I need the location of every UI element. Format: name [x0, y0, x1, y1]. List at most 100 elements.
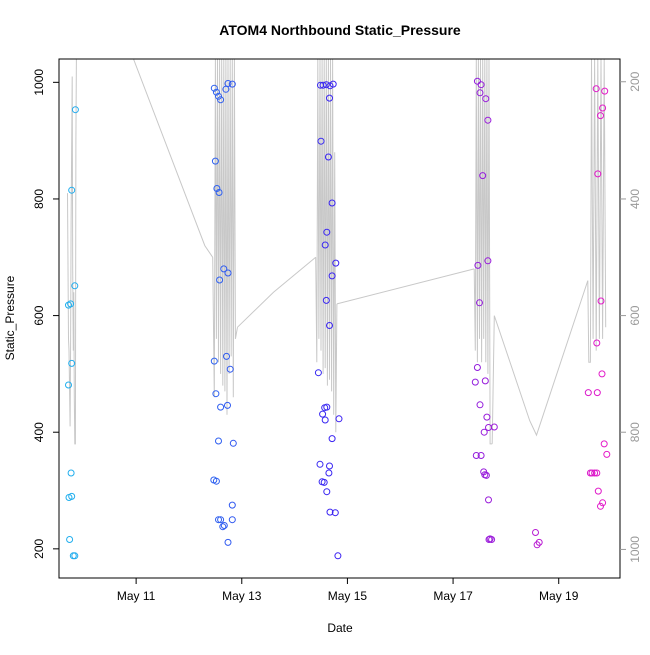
data-point — [319, 410, 327, 418]
data-point — [593, 389, 601, 397]
data-point — [66, 536, 74, 543]
data-point — [603, 450, 611, 458]
y-tick-label: 400 — [32, 422, 46, 442]
x-tick-label: May 17 — [433, 589, 473, 603]
data-point — [228, 80, 236, 88]
data-point — [472, 452, 480, 459]
data-point — [228, 501, 236, 509]
data-point — [593, 339, 601, 347]
data-point — [224, 80, 232, 87]
x-tick-label: May 13 — [222, 589, 262, 603]
data-point — [482, 95, 490, 103]
data-point — [332, 259, 340, 267]
data-point — [480, 428, 488, 436]
data-point — [71, 552, 79, 560]
data-point — [484, 116, 492, 124]
data-point — [212, 88, 220, 96]
data-point — [321, 416, 329, 424]
data-point — [322, 81, 330, 89]
trace-line-1 — [78, 59, 214, 258]
trace-line-0 — [67, 59, 77, 445]
data-point — [216, 276, 224, 284]
data-point — [314, 369, 322, 377]
y-axis: 200 400 600 800 1000 — [32, 69, 59, 559]
data-point — [485, 536, 493, 543]
data-point — [476, 89, 484, 97]
data-point — [322, 296, 330, 304]
data-point — [335, 415, 343, 423]
data-point — [215, 437, 222, 445]
data-point — [485, 496, 492, 504]
data-point — [326, 322, 333, 329]
data-point — [323, 228, 331, 236]
trace-line-7 — [491, 280, 589, 444]
data-point — [321, 404, 329, 412]
data-point — [65, 301, 72, 309]
data-point — [215, 92, 222, 100]
right-tick-label: 1000 — [628, 536, 642, 563]
data-point — [597, 502, 604, 510]
data-point — [65, 381, 72, 389]
data-point — [212, 390, 220, 398]
data-point — [228, 516, 236, 524]
x-tick-label: May 11 — [117, 589, 156, 603]
data-point — [594, 487, 602, 495]
data-point — [588, 469, 596, 477]
y-tick-label: 1000 — [32, 69, 46, 96]
data-point — [482, 471, 490, 479]
data-point — [211, 157, 219, 165]
data-point — [326, 94, 333, 102]
data-point — [488, 536, 496, 543]
data-point — [479, 172, 487, 180]
data-point — [68, 359, 76, 367]
data-point — [223, 352, 230, 360]
data-point — [331, 509, 339, 517]
data-point — [592, 85, 600, 93]
trace-line-8 — [587, 59, 607, 363]
data-point — [474, 261, 482, 269]
data-point — [601, 87, 609, 95]
data-point — [220, 522, 228, 529]
data-point — [71, 282, 79, 290]
data-point — [326, 462, 333, 470]
right-tick-label: 200 — [628, 71, 642, 91]
data-point — [220, 265, 228, 273]
trace-line-5 — [336, 268, 475, 305]
y-tick-label: 800 — [32, 189, 46, 209]
data-point — [490, 423, 498, 431]
data-point — [224, 401, 231, 409]
trace-line-6 — [473, 59, 493, 445]
data-point — [323, 488, 331, 496]
data-point — [224, 269, 232, 277]
y-tick-label: 600 — [32, 305, 46, 325]
trace-line-2 — [212, 59, 238, 415]
data-point — [591, 469, 599, 477]
trace-layer — [67, 59, 607, 445]
data-point — [594, 170, 602, 178]
data-point — [226, 365, 234, 373]
data-point — [319, 81, 327, 89]
data-point — [535, 538, 543, 546]
x-tick-label: May 15 — [328, 589, 368, 603]
data-point — [212, 477, 220, 485]
data-point — [328, 272, 336, 280]
data-point — [321, 241, 329, 249]
data-point — [598, 370, 606, 378]
point-layer — [65, 77, 611, 560]
data-point — [326, 508, 334, 516]
x-axis: May 11 May 13 May 15 May 17 May 19 — [117, 578, 579, 603]
data-point — [316, 460, 324, 468]
data-point — [217, 96, 225, 104]
data-point — [481, 377, 489, 385]
data-point — [317, 137, 325, 145]
data-point — [67, 469, 75, 477]
data-point — [215, 516, 222, 524]
data-point — [532, 529, 539, 536]
right-axis: 200 400 600 800 1000 — [620, 71, 642, 563]
data-point — [217, 516, 225, 524]
trace-line-4 — [315, 59, 338, 433]
data-point — [329, 80, 337, 88]
data-point — [600, 440, 608, 448]
